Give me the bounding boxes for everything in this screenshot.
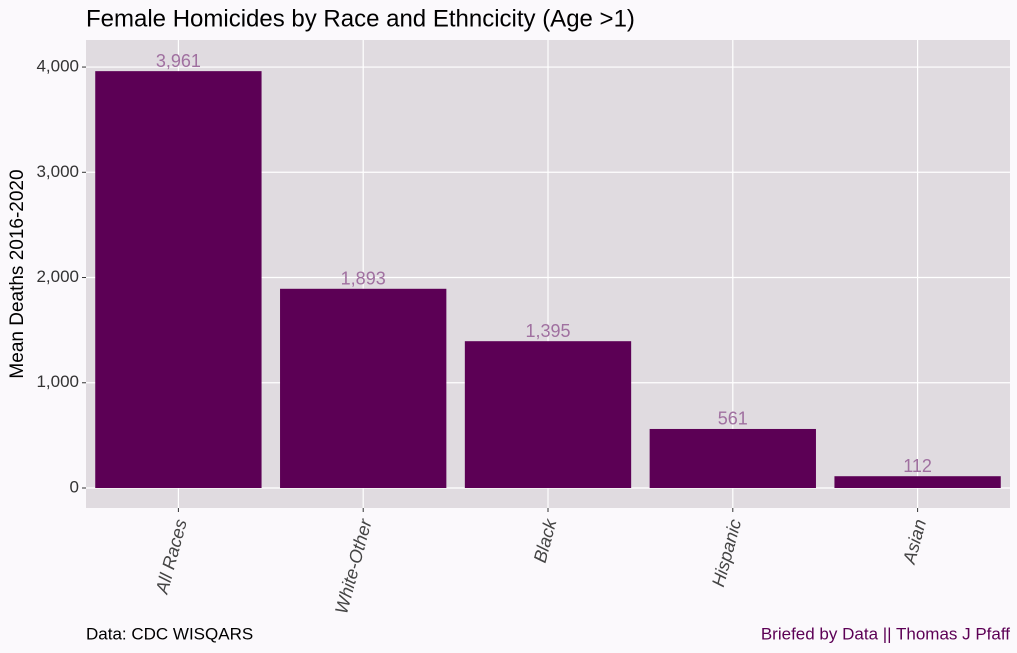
chart-title: Female Homicides by Race and Ethncicity …	[86, 5, 635, 32]
bar	[95, 71, 262, 489]
bar	[280, 288, 447, 489]
bar	[834, 476, 1001, 489]
bar	[464, 341, 632, 489]
data-label: 561	[718, 409, 748, 429]
data-label: 1,395	[525, 321, 570, 341]
y-tick-label: 1,000	[36, 372, 79, 391]
caption-left: Data: CDC WISQARS	[86, 624, 253, 643]
y-tick-label: 4,000	[36, 57, 79, 76]
y-tick-label: 2,000	[36, 267, 79, 286]
y-tick-label: 3,000	[36, 162, 79, 181]
data-label: 112	[903, 456, 932, 476]
bar	[649, 428, 816, 489]
data-label: 3,961	[156, 51, 201, 71]
caption-right: Briefed by Data || Thomas J Pfaff	[761, 624, 1010, 643]
y-axis-label: Mean Deaths 2016-2020	[7, 169, 28, 378]
data-label: 1,893	[341, 269, 386, 289]
y-tick-label: 0	[70, 477, 79, 496]
